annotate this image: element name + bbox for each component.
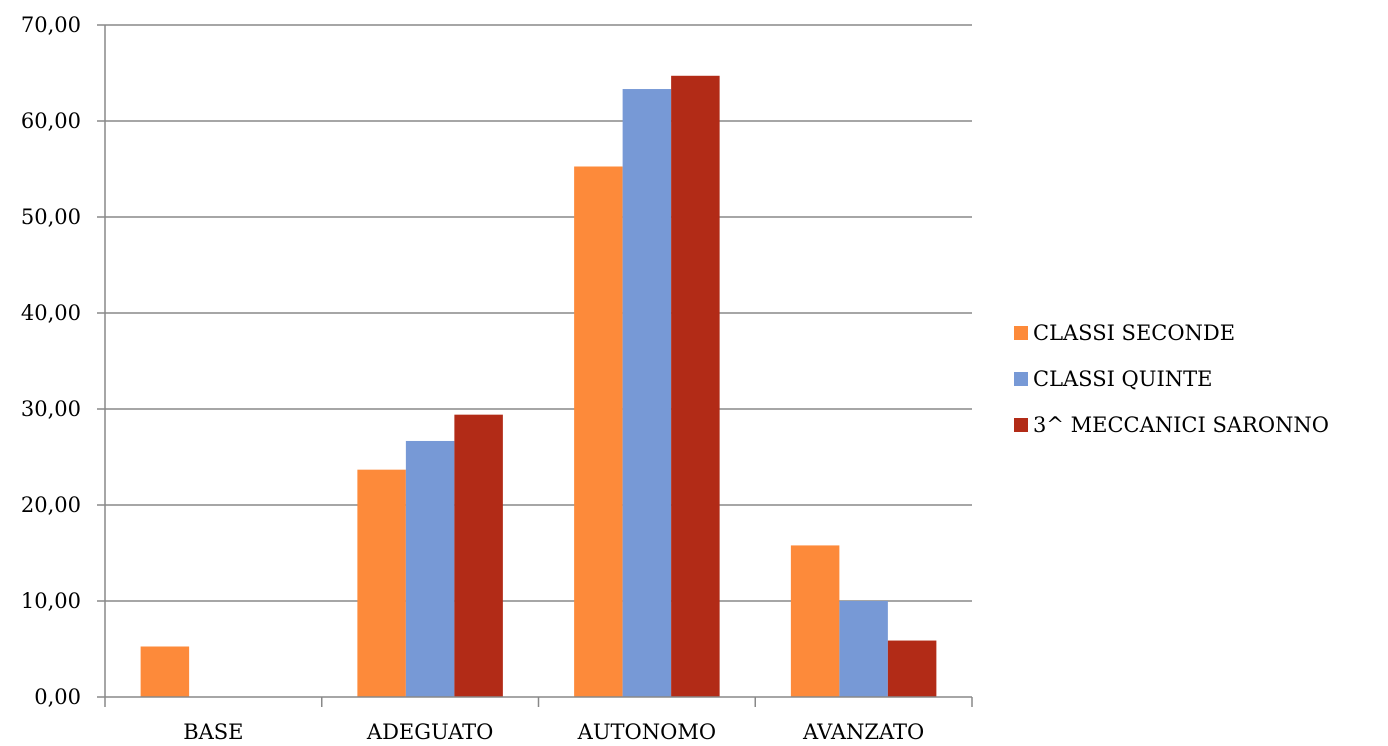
bar-adeguato-series-1 <box>405 440 455 697</box>
axis-labels: 0,00 10,00 20,00 30,00 40,00 50,00 60,00 70,00 B… <box>21 13 924 744</box>
y-tick-label: 70,00 <box>21 13 81 37</box>
y-tick-label: 50,00 <box>21 205 81 229</box>
y-tick-label: 40,00 <box>21 301 81 325</box>
bar-avanzato-series-2 <box>887 640 937 697</box>
legend-swatch <box>1014 418 1028 432</box>
bar-autonomo-series-0 <box>574 166 623 697</box>
bar-adeguato-series-2 <box>454 414 503 697</box>
legend: CLASSI SECONDE CLASSI QUINTE 3^ MECCANICI … <box>1014 321 1329 437</box>
bar-autonomo-series-2 <box>671 75 720 697</box>
axes <box>97 24 973 707</box>
legend-swatch <box>1014 372 1028 386</box>
bar-adeguato-series-0 <box>357 469 406 697</box>
legend-item: CLASSI SECONDE <box>1014 321 1235 345</box>
bar-autonomo-series-1 <box>622 89 672 698</box>
bar-avanzato-series-1 <box>839 601 888 697</box>
legend-item: CLASSI QUINTE <box>1014 367 1212 391</box>
bar-avanzato-series-0 <box>790 545 840 697</box>
x-category-label: AUTONOMO <box>577 720 716 742</box>
x-category-label: ADEGUATO <box>366 720 493 742</box>
legend-swatch <box>1014 326 1028 340</box>
y-tick-label: 20,00 <box>21 493 81 517</box>
bars <box>140 75 937 698</box>
y-tick-label: 10,00 <box>21 589 81 613</box>
y-tick-label: 0,00 <box>34 685 81 709</box>
x-category-label: BASE <box>183 720 243 742</box>
y-tick-label: 60,00 <box>21 109 81 133</box>
y-tick-label: 30,00 <box>21 397 81 421</box>
x-category-label: AVANZATO <box>802 720 924 742</box>
gridlines <box>105 24 972 602</box>
legend-item: 3^ MECCANICI SARONNO <box>1014 413 1329 437</box>
legend-label: 3^ MECCANICI SARONNO <box>1033 413 1329 437</box>
bar-base-series-0 <box>140 646 190 697</box>
legend-label: CLASSI QUINTE <box>1033 367 1212 391</box>
legend-label: CLASSI SECONDE <box>1033 321 1235 345</box>
